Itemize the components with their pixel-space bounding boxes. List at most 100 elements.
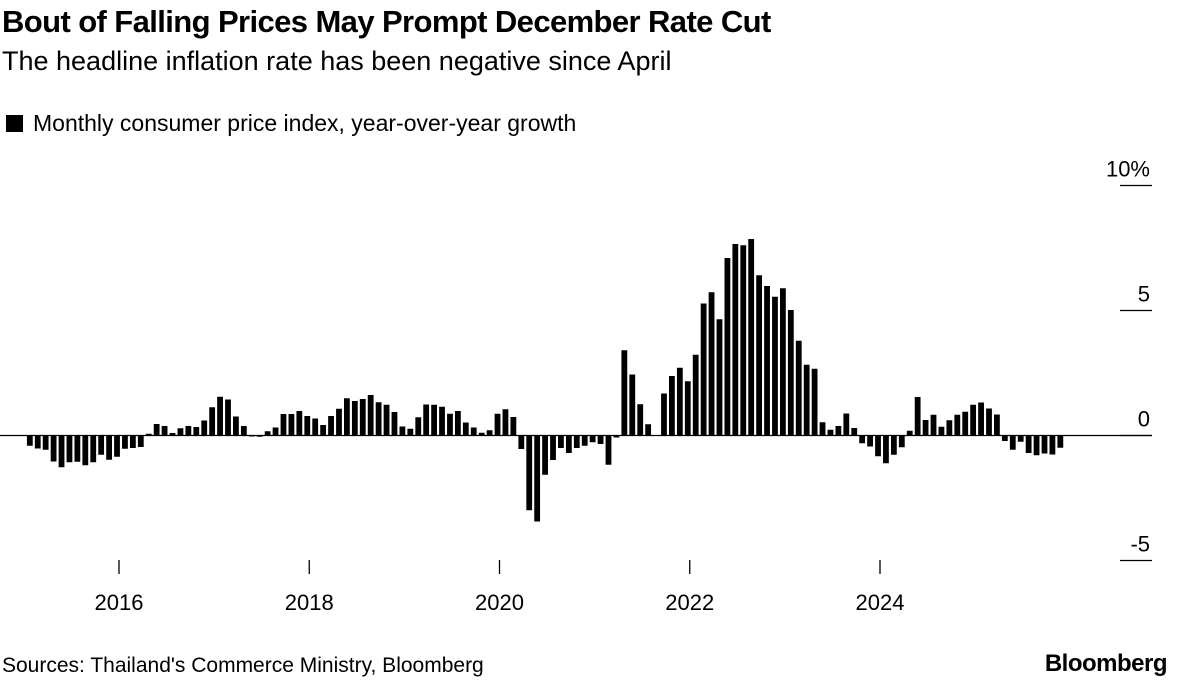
bar [930, 414, 937, 436]
bar [312, 418, 319, 436]
bar [565, 435, 572, 453]
bar [233, 416, 239, 436]
bar [986, 408, 992, 436]
bar [272, 427, 279, 436]
bar [970, 404, 977, 436]
bar [708, 292, 715, 436]
bar [558, 435, 564, 448]
y-tick-label: 10% [1106, 157, 1150, 182]
bar [494, 413, 501, 436]
bar [74, 435, 81, 462]
bar [613, 435, 620, 438]
bar [573, 435, 580, 448]
bar [328, 416, 334, 436]
chart-title: Bout of Falling Prices May Prompt Decemb… [2, 4, 771, 39]
bar [645, 424, 652, 436]
bar [209, 407, 216, 436]
bar [518, 435, 525, 449]
bar [399, 426, 406, 436]
bar [169, 433, 176, 436]
y-tick-label: 0 [1138, 407, 1150, 432]
bar [764, 286, 770, 436]
bar [26, 435, 33, 446]
bar [383, 404, 390, 436]
bar [225, 399, 231, 436]
bar [740, 245, 747, 436]
bar [779, 288, 786, 436]
bar [193, 427, 200, 436]
source-note: Sources: Thailand's Commerce Ministry, B… [2, 654, 484, 677]
bar [946, 420, 953, 436]
bar [510, 417, 517, 436]
bar [787, 310, 794, 436]
bar [454, 411, 461, 436]
bar [692, 354, 699, 436]
bloomberg-logo: Bloomberg [1044, 650, 1168, 677]
bar [431, 404, 437, 436]
bar [161, 426, 168, 436]
bar [153, 424, 160, 436]
x-tick-label: 2022 [665, 590, 714, 615]
bar [732, 244, 739, 436]
bar [320, 425, 327, 436]
bar [122, 435, 128, 449]
bar [526, 435, 533, 511]
bar [137, 435, 144, 447]
bar [359, 399, 366, 436]
bar [391, 412, 398, 436]
bar [954, 414, 961, 436]
bar [922, 420, 929, 436]
bar [883, 435, 889, 464]
bar [470, 427, 477, 436]
bar [1009, 435, 1016, 450]
x-tick-label: 2016 [95, 590, 144, 615]
bar [811, 368, 818, 436]
bar [684, 381, 691, 436]
bar [90, 435, 97, 463]
bar [351, 401, 358, 436]
bar [264, 431, 271, 436]
bar [890, 435, 897, 455]
bar [98, 435, 105, 455]
bar [661, 393, 667, 436]
bar [629, 374, 636, 436]
legend-label: Monthly consumer price index, year-over-… [33, 110, 577, 136]
bar [486, 430, 493, 436]
bar [637, 404, 644, 436]
bar [145, 433, 152, 436]
bar [1017, 435, 1024, 442]
bar [867, 435, 873, 447]
y-tick-label: -5 [1130, 532, 1150, 557]
y-tick-label: 5 [1138, 282, 1150, 307]
bar [50, 435, 57, 462]
bar [898, 435, 905, 448]
bar [114, 435, 120, 457]
bar [803, 364, 810, 436]
bar [177, 428, 184, 436]
bar [447, 413, 453, 436]
bar [605, 435, 612, 465]
bar [994, 414, 1000, 436]
bar [550, 435, 556, 460]
bar [748, 239, 755, 436]
bar [280, 414, 287, 436]
bar [415, 417, 422, 436]
bar [201, 420, 208, 436]
bar [34, 435, 41, 449]
bar [344, 398, 350, 436]
bar [407, 428, 414, 436]
bar [756, 275, 763, 436]
bar [185, 426, 192, 436]
chart-subtitle: The headline inflation rate has been neg… [2, 46, 672, 76]
bar [106, 435, 112, 460]
bar [827, 429, 834, 436]
bar [375, 402, 382, 436]
bar [542, 435, 548, 475]
bar [58, 435, 65, 468]
x-tick-label: 2024 [856, 590, 905, 615]
bar [367, 395, 374, 436]
bar [835, 426, 842, 436]
x-tick-label: 2018 [285, 590, 334, 615]
bar [82, 435, 89, 466]
